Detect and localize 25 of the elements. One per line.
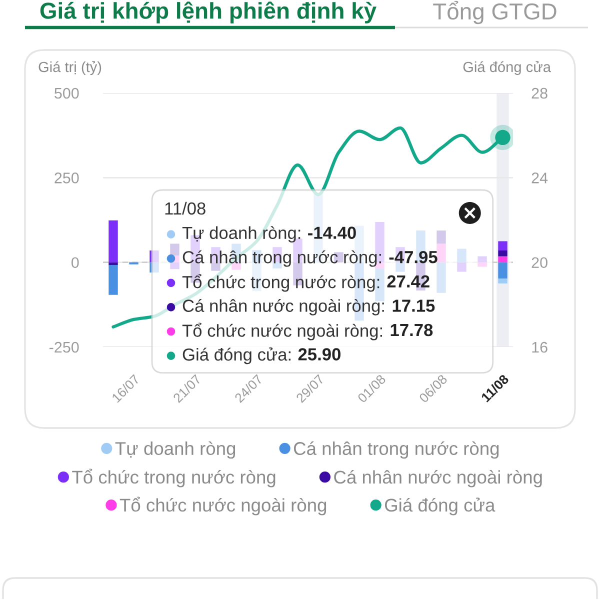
legend-label: Tổ chức nước ngoài ròng [120, 496, 326, 516]
annotation: Cá nhân trong nước ròng: -47.95 [182, 250, 438, 267]
y2-axis-title: Giá đóng cửa [463, 60, 552, 76]
annotation: Tổ chức trong nước ròng: 27.42 [182, 274, 430, 292]
chart-subtitle: Tổng GTGD [433, 0, 556, 24]
text: Giá đóng cửa: 25.90 [182, 347, 340, 364]
annotation: Tự doanh ròng: -14.40 [182, 226, 356, 242]
legend-label: Cá nhân nước ngoài ròng [334, 470, 542, 488]
legend-label: Cá nhân trong nước ròng [294, 441, 499, 459]
y2-tick-label: 20 [532, 257, 548, 268]
chart-title: Giá trị khớp lệnh phiên định kỳ [40, 2, 376, 24]
y2-tick-label: 16 [532, 342, 548, 353]
y-axis-title: Giá trị (tỷ) [38, 60, 102, 76]
annotation: Tổ chức nước ngoài ròng: 17.78 [182, 322, 433, 340]
legend-label: Tổ chức trong nước ròng [72, 468, 276, 488]
annotation: Cá nhân nước ngoài ròng: 17.15 [182, 299, 435, 316]
y2-tick-label: 24 [532, 172, 548, 184]
y-tick-label: 0 [71, 257, 79, 268]
y-tick-label: -250 [49, 342, 79, 353]
y-tick-label: 250 [54, 172, 79, 184]
legend-label: Giá đóng cửa [384, 498, 496, 516]
y-tick-label: 500 [54, 88, 79, 99]
y2-tick-label: 28 [532, 88, 548, 99]
legend-label: Tự doanh ròng [115, 441, 236, 459]
annotation: 11/08 [165, 202, 206, 215]
